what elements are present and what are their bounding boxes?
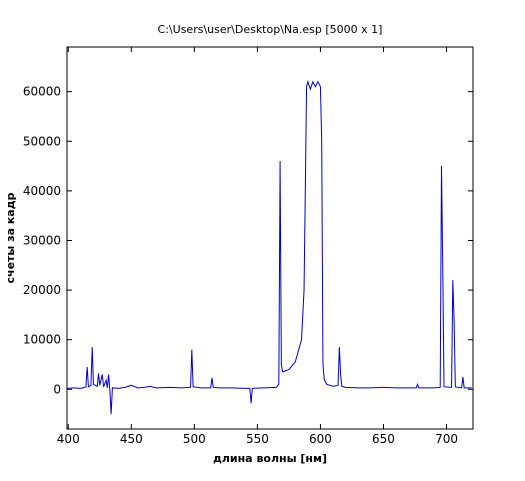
y-tick-label: 30000 (23, 233, 61, 247)
y-tick-label: 10000 (23, 333, 61, 347)
x-tick-label: 450 (120, 432, 143, 446)
plot-frame (66, 46, 474, 430)
y-axis-label: счеты за кадр (4, 192, 17, 283)
x-tick-label: 500 (183, 432, 206, 446)
chart-title: C:\Users\user\Desktop\Na.esp [5000 x 1] (158, 23, 383, 36)
y-tick-label: 50000 (23, 134, 61, 148)
x-axis-label: длина волны [нм] (213, 452, 327, 465)
x-tick-label: 600 (309, 432, 332, 446)
x-tick-label: 400 (57, 432, 80, 446)
y-tick-label: 60000 (23, 85, 61, 99)
spectrum-line (66, 79, 472, 415)
y-tick-label: 0 (53, 382, 61, 396)
x-tick-label: 650 (372, 432, 395, 446)
y-tick-label: 40000 (23, 184, 61, 198)
x-tick-label: 700 (435, 432, 458, 446)
y-tick-label: 20000 (23, 283, 61, 297)
x-tick-label: 550 (246, 432, 269, 446)
